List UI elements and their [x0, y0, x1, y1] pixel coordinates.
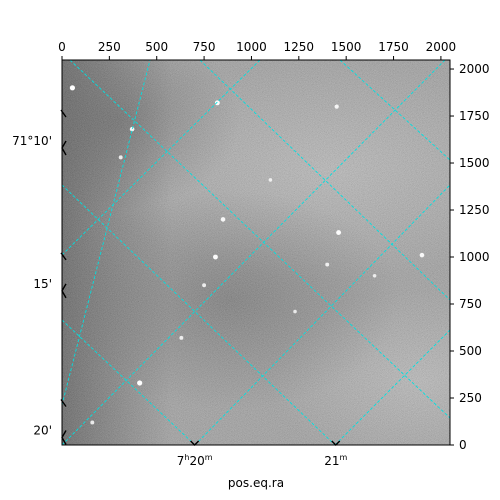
dec-tick-1	[61, 283, 67, 299]
dec-tick-0	[61, 140, 67, 156]
right-tick-label-8: 2000	[459, 62, 490, 76]
dec-minor-tick-0	[60, 109, 67, 118]
top-tick-label-6: 1500	[331, 40, 362, 54]
sky-image	[62, 60, 450, 445]
ra-grid-line-2	[194, 184, 450, 445]
dec-minor-tick-2	[60, 399, 67, 407]
star-1	[214, 100, 220, 106]
dec-grid-line-3	[199, 60, 450, 301]
top-tick-label-0: 0	[58, 40, 66, 54]
right-tick-label-0: 0	[459, 438, 467, 452]
ra-tick-label-0: 7h20m	[177, 453, 213, 468]
star-0	[69, 85, 76, 91]
ra-tick-label-1: 21m	[324, 453, 347, 468]
plot-frame	[61, 59, 451, 446]
pixel-y-axis: 0 250 500 750 1000 1250 1500 1750 2000	[450, 62, 490, 452]
ra-grid-line-4	[62, 60, 261, 256]
star-12	[137, 380, 143, 386]
top-tick-label-4: 1000	[236, 40, 267, 54]
star-5	[220, 217, 226, 222]
coordinate-grid	[62, 60, 450, 445]
right-tick-label-3: 750	[459, 297, 482, 311]
right-tick-label-1: 250	[459, 391, 482, 405]
star-9	[325, 262, 330, 267]
ra-tick-0	[190, 440, 200, 446]
star-3	[118, 155, 123, 160]
star-4	[334, 104, 339, 109]
right-tick-label-6: 1500	[459, 156, 490, 170]
dec-tick-label-0: 71°10'	[12, 134, 52, 148]
right-tick-label-5: 1250	[459, 203, 490, 217]
star-15	[372, 274, 377, 278]
star-13	[90, 420, 95, 425]
star-10	[202, 283, 207, 288]
top-tick-label-2: 500	[145, 40, 168, 54]
star-6	[336, 230, 342, 236]
dec-tick-label-2: 20'	[33, 423, 52, 437]
star-2	[129, 126, 135, 132]
star-16	[268, 178, 273, 182]
dec-grid-line-0	[69, 60, 450, 419]
star-8	[419, 252, 425, 258]
top-tick-label-5: 1250	[284, 40, 315, 54]
right-tick-label-7: 1750	[459, 109, 490, 123]
dec-minor-tick-1	[60, 252, 67, 261]
ra-grid-line-3	[334, 329, 450, 445]
top-tick-label-8: 2000	[426, 40, 457, 54]
star-11	[179, 335, 184, 340]
top-tick-label-1: 250	[98, 40, 121, 54]
dec-grid-line-1	[62, 184, 336, 445]
right-tick-label-2: 500	[459, 344, 482, 358]
top-tick-label-3: 750	[193, 40, 216, 54]
ra-grid-line-1	[62, 60, 446, 445]
pixel-x-axis: 0 250 500 750 1000 1250 1500 1750 2000	[58, 40, 456, 60]
dec-tick-label-1: 15'	[33, 277, 52, 291]
top-tick-label-7: 1750	[378, 40, 409, 54]
right-tick-label-4: 1000	[459, 250, 490, 264]
ra-grid-line-0	[62, 60, 151, 406]
dec-axis: 71°10' 15' 20'	[12, 109, 67, 445]
star-14	[293, 309, 297, 314]
dec-grid-line-2	[62, 319, 196, 445]
ra-tick-1	[331, 440, 341, 446]
ra-axis: 7h20m 21m	[177, 440, 348, 468]
star-7	[213, 254, 218, 260]
x-axis-label: pos.eq.ra	[228, 476, 284, 490]
dec-tick-2	[61, 430, 67, 445]
